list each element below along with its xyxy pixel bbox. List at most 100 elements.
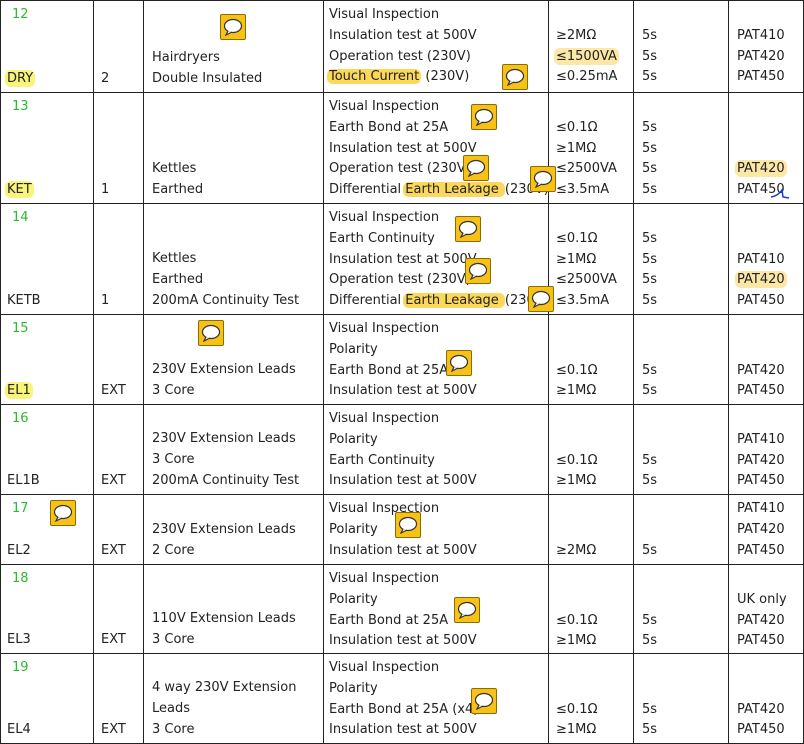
test-name: Visual Inspection [329, 7, 440, 22]
test-name: Visual Inspection [329, 210, 440, 225]
pat-code: PAT450 [737, 293, 785, 309]
test-highlight: Earth Leakage [403, 182, 505, 198]
column-divider [323, 0, 324, 744]
duration-value: 5s [642, 473, 658, 489]
comment-icon[interactable] [463, 155, 489, 181]
limit-value: ≤0.1Ω [556, 119, 598, 135]
item-description: 3 Core [152, 383, 195, 398]
item-description: 200mA Continuity Test [152, 293, 300, 308]
item-quantity: 1 [101, 293, 110, 308]
comment-icon[interactable] [530, 166, 556, 192]
pat-code: PAT420 [737, 701, 785, 717]
duration-value: 5s [642, 701, 658, 717]
item-code: EL1B [7, 473, 40, 488]
column-divider [548, 0, 549, 744]
item-description: Earthed [152, 182, 204, 197]
test-name: Polarity [329, 521, 378, 537]
row-divider [0, 404, 804, 405]
column-divider [93, 0, 94, 744]
comment-icon[interactable] [198, 320, 224, 346]
item-description: Kettles [152, 161, 197, 177]
test-name: Visual Inspection [329, 99, 440, 114]
row-number: 13 [12, 99, 29, 114]
item-description: 230V Extension Leads [152, 431, 296, 447]
limit-value: ≤0.1Ω [556, 230, 598, 246]
pat-code: PAT450 [737, 473, 785, 489]
duration-value: 5s [642, 27, 658, 43]
comment-icon[interactable] [50, 500, 76, 526]
duration-value: 5s [642, 542, 658, 558]
comment-icon[interactable] [454, 597, 480, 623]
limit-value: ≤1500VA [554, 47, 619, 65]
test-name: Visual Inspection [329, 411, 440, 426]
duration-value: 5s [642, 722, 658, 738]
test-name: Insulation test at 500V [329, 722, 477, 738]
row-divider [0, 92, 804, 93]
duration-value: 5s [642, 48, 658, 64]
limit-value: ≥1MΩ [556, 473, 597, 489]
duration-value: 5s [642, 633, 658, 649]
test-name: Polarity [329, 591, 378, 607]
item-quantity: EXT [101, 473, 126, 488]
comment-icon[interactable] [502, 64, 528, 90]
comment-icon[interactable] [455, 216, 481, 242]
test-name: Differential Earth Leakage (230V) [329, 181, 549, 198]
test-name: Polarity [329, 341, 378, 357]
comment-icon[interactable] [395, 512, 421, 538]
item-description: 3 Core [152, 452, 195, 468]
row-number: 19 [12, 660, 29, 675]
comment-icon[interactable] [471, 104, 497, 130]
item-description: Double Insulated [152, 71, 263, 86]
limit-value: ≥1MΩ [556, 383, 597, 399]
comment-icon[interactable] [446, 350, 472, 376]
duration-value: 5s [642, 272, 658, 288]
item-code: KETB [7, 293, 41, 308]
item-code: EL3 [7, 632, 31, 647]
item-code: EL1 [5, 382, 33, 399]
pat-code: PAT420 [737, 48, 785, 64]
row-divider [0, 0, 804, 1]
test-name: Operation test (230V) [329, 48, 471, 64]
test-name: Visual Inspection [329, 321, 440, 336]
row-divider [0, 314, 804, 315]
pat-code: PAT420 [737, 612, 785, 628]
pat-code: PAT450 [737, 722, 785, 738]
test-name: Touch Current (230V) [327, 68, 469, 85]
duration-value: 5s [642, 69, 658, 85]
test-highlight: Touch Current [327, 69, 422, 85]
test-name: Insulation test at 500V [329, 383, 477, 399]
test-name: Visual Inspection [329, 571, 440, 586]
limit-value: ≤0.1Ω [556, 701, 598, 717]
pat-code: PAT450 [737, 69, 785, 85]
item-description: 3 Core [152, 722, 195, 737]
test-name: Insulation test at 500V [329, 542, 477, 558]
comment-icon[interactable] [465, 258, 491, 284]
limit-value: ≥1MΩ [556, 722, 597, 738]
pat-code: PAT450 [737, 633, 785, 649]
duration-value: 5s [642, 612, 658, 628]
comment-icon[interactable] [220, 14, 246, 40]
test-name: Operation test (230V) [329, 161, 471, 177]
test-prefix: Differential [329, 293, 406, 309]
row-divider [0, 564, 804, 565]
pat-code: PAT420 [735, 160, 787, 178]
test-name: Operation test (230V) [329, 272, 471, 288]
limit-value: ≤0.1Ω [556, 612, 598, 628]
pat-code: PAT410 [737, 431, 785, 447]
item-quantity: 2 [101, 71, 110, 86]
limit-value: ≤3.5mA [556, 182, 610, 198]
test-name: Insulation test at 500V [329, 473, 477, 489]
row-number: 15 [12, 321, 29, 336]
limit-value: ≥2MΩ [556, 27, 597, 43]
row-divider [0, 653, 804, 654]
test-name: Insulation test at 500V [329, 633, 477, 649]
limit-value: ≤2500VA [556, 272, 617, 288]
comment-icon[interactable] [471, 688, 497, 714]
test-name: Visual Inspection [329, 501, 440, 516]
item-description: Leads [152, 701, 191, 717]
item-code: DRY [5, 70, 36, 87]
pat-code: PAT450 [737, 182, 785, 198]
column-divider [633, 0, 634, 744]
test-name: Earth Bond at 25A [329, 612, 449, 628]
comment-icon[interactable] [528, 286, 554, 312]
